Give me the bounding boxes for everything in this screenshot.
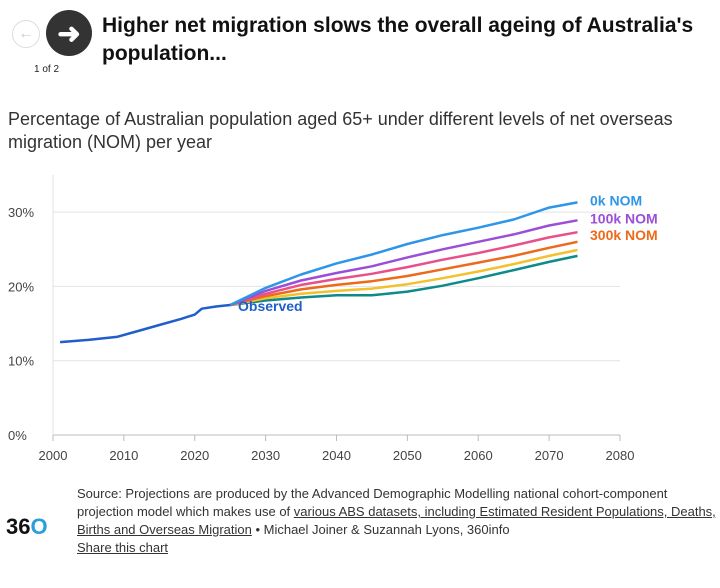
series-label: 0k NOM xyxy=(590,192,642,208)
source-link[interactable]: various ABS datasets, including Estimate… xyxy=(77,504,716,537)
series-line-100k-nom xyxy=(229,219,578,307)
share-chart-link[interactable]: Share this chart xyxy=(77,540,169,555)
x-tick-label: 2070 xyxy=(535,448,564,463)
next-button[interactable]: ➜ xyxy=(46,10,92,56)
chart-title: Higher net migration slows the overall a… xyxy=(102,14,694,65)
line-chart: 0% 10% 20% 30% 2000 2010 2020 2030 2040 2050 2060 2… xyxy=(8,175,658,463)
chart-subtitle: Percentage of Australian population aged… xyxy=(8,109,673,152)
x-tick-label: 2010 xyxy=(109,448,138,463)
series-line-200k-nom xyxy=(229,230,578,307)
series-line-500k-nom xyxy=(230,254,578,307)
x-tick-label: 2060 xyxy=(464,448,493,463)
x-tick-label: 2040 xyxy=(322,448,351,463)
x-tick-label: 2020 xyxy=(180,448,209,463)
x-tick-label: 2080 xyxy=(606,448,635,463)
y-tick-label: 30% xyxy=(8,205,34,220)
series-line-300k-nom xyxy=(229,240,578,307)
x-tick-label: 2050 xyxy=(393,448,422,463)
series-line-observed xyxy=(60,303,231,344)
360info-logo: 36O xyxy=(6,514,48,539)
series-line-400k-nom xyxy=(229,248,578,307)
series-label: 100k NOM xyxy=(590,210,658,226)
previous-button[interactable]: ← xyxy=(12,20,40,48)
x-tick-label: 2000 xyxy=(39,448,68,463)
y-tick-label: 0% xyxy=(8,428,27,443)
y-tick-label: 10% xyxy=(8,354,34,369)
chart-footer: Source: Projections are produced by the … xyxy=(77,485,717,557)
source-text: Source: Projections are produced by the … xyxy=(77,486,668,519)
x-tick-label: 2030 xyxy=(251,448,280,463)
credit-text: • Michael Joiner & Suzannah Lyons, 360in… xyxy=(251,522,510,537)
series-label: 300k NOM xyxy=(590,227,658,243)
arrow-left-icon: ← xyxy=(18,25,34,42)
arrow-right-icon: ➜ xyxy=(57,17,81,49)
series-line-0k-nom xyxy=(229,201,578,307)
page-counter: 1 of 2 xyxy=(34,64,60,75)
series-label: Observed xyxy=(238,298,303,314)
y-tick-label: 20% xyxy=(8,279,34,294)
